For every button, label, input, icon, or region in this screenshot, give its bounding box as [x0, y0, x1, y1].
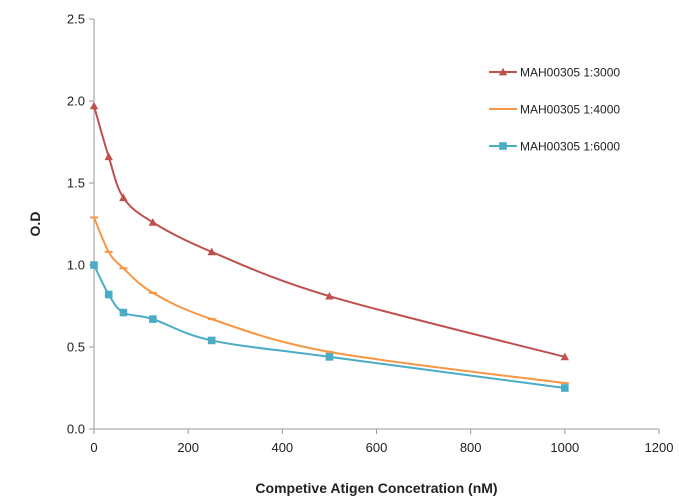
series-3-point [561, 384, 569, 392]
series-3-point [119, 308, 128, 317]
y-axis-title: O.D [27, 212, 43, 237]
y-tick-label: 1.0 [67, 258, 85, 273]
series-1-point [325, 291, 334, 300]
series-2-line [93, 217, 565, 385]
y-tick-label: 2.0 [67, 94, 85, 109]
x-tick-label: 1000 [550, 440, 579, 455]
x-tick-label: 800 [460, 440, 482, 455]
series-1-point [119, 193, 128, 202]
x-tick-label: 0 [90, 440, 97, 455]
series-lines [93, 105, 566, 389]
legend-label: MAH00305 1:4000 [520, 103, 620, 117]
legend-item-2: MAH00305 1:4000 [489, 103, 620, 117]
legend-label: MAH00305 1:3000 [520, 66, 620, 80]
ticks [89, 18, 660, 434]
x-tick-label: 1200 [645, 440, 674, 455]
series-3-point [104, 290, 113, 299]
y-tick-label: 0.5 [67, 340, 85, 355]
series-3-point [90, 261, 98, 269]
series-markers [89, 101, 570, 392]
series-3-point [325, 353, 334, 361]
y-tick-label: 1.5 [67, 176, 85, 191]
legend-label: MAH00305 1:6000 [520, 140, 620, 154]
series-3-point [149, 315, 157, 323]
tick-labels: 0.0 0.5 1.0 1.5 2.0 2.5 0 200 400 600 800 1000 1200 [67, 12, 674, 456]
legend-swatch-marker [498, 67, 508, 76]
x-tick-label: 400 [271, 440, 293, 455]
legend-item-3: MAH00305 1:6000 [489, 140, 620, 154]
series-1-point [560, 352, 570, 361]
x-tick-label: 200 [177, 440, 199, 455]
legend-swatch-marker [499, 142, 507, 150]
axes [93, 19, 659, 430]
x-tick-label: 600 [366, 440, 388, 455]
series-1-point [104, 152, 113, 161]
series-1-point [89, 101, 99, 110]
y-tick-label: 2.5 [67, 12, 85, 27]
legend-item-1: MAH00305 1:3000 [489, 66, 620, 80]
legend: MAH00305 1:3000 MAH00305 1:4000 MAH00305 1… [489, 66, 620, 154]
series-1-point [148, 218, 158, 226]
series-3-line [93, 264, 565, 389]
series-3-point [207, 336, 216, 345]
series-1-point [207, 247, 216, 256]
series-1-line [93, 105, 566, 358]
x-axis-title: Competive Atigen Concetration (nM) [255, 480, 497, 496]
y-tick-label: 0.0 [67, 422, 85, 437]
